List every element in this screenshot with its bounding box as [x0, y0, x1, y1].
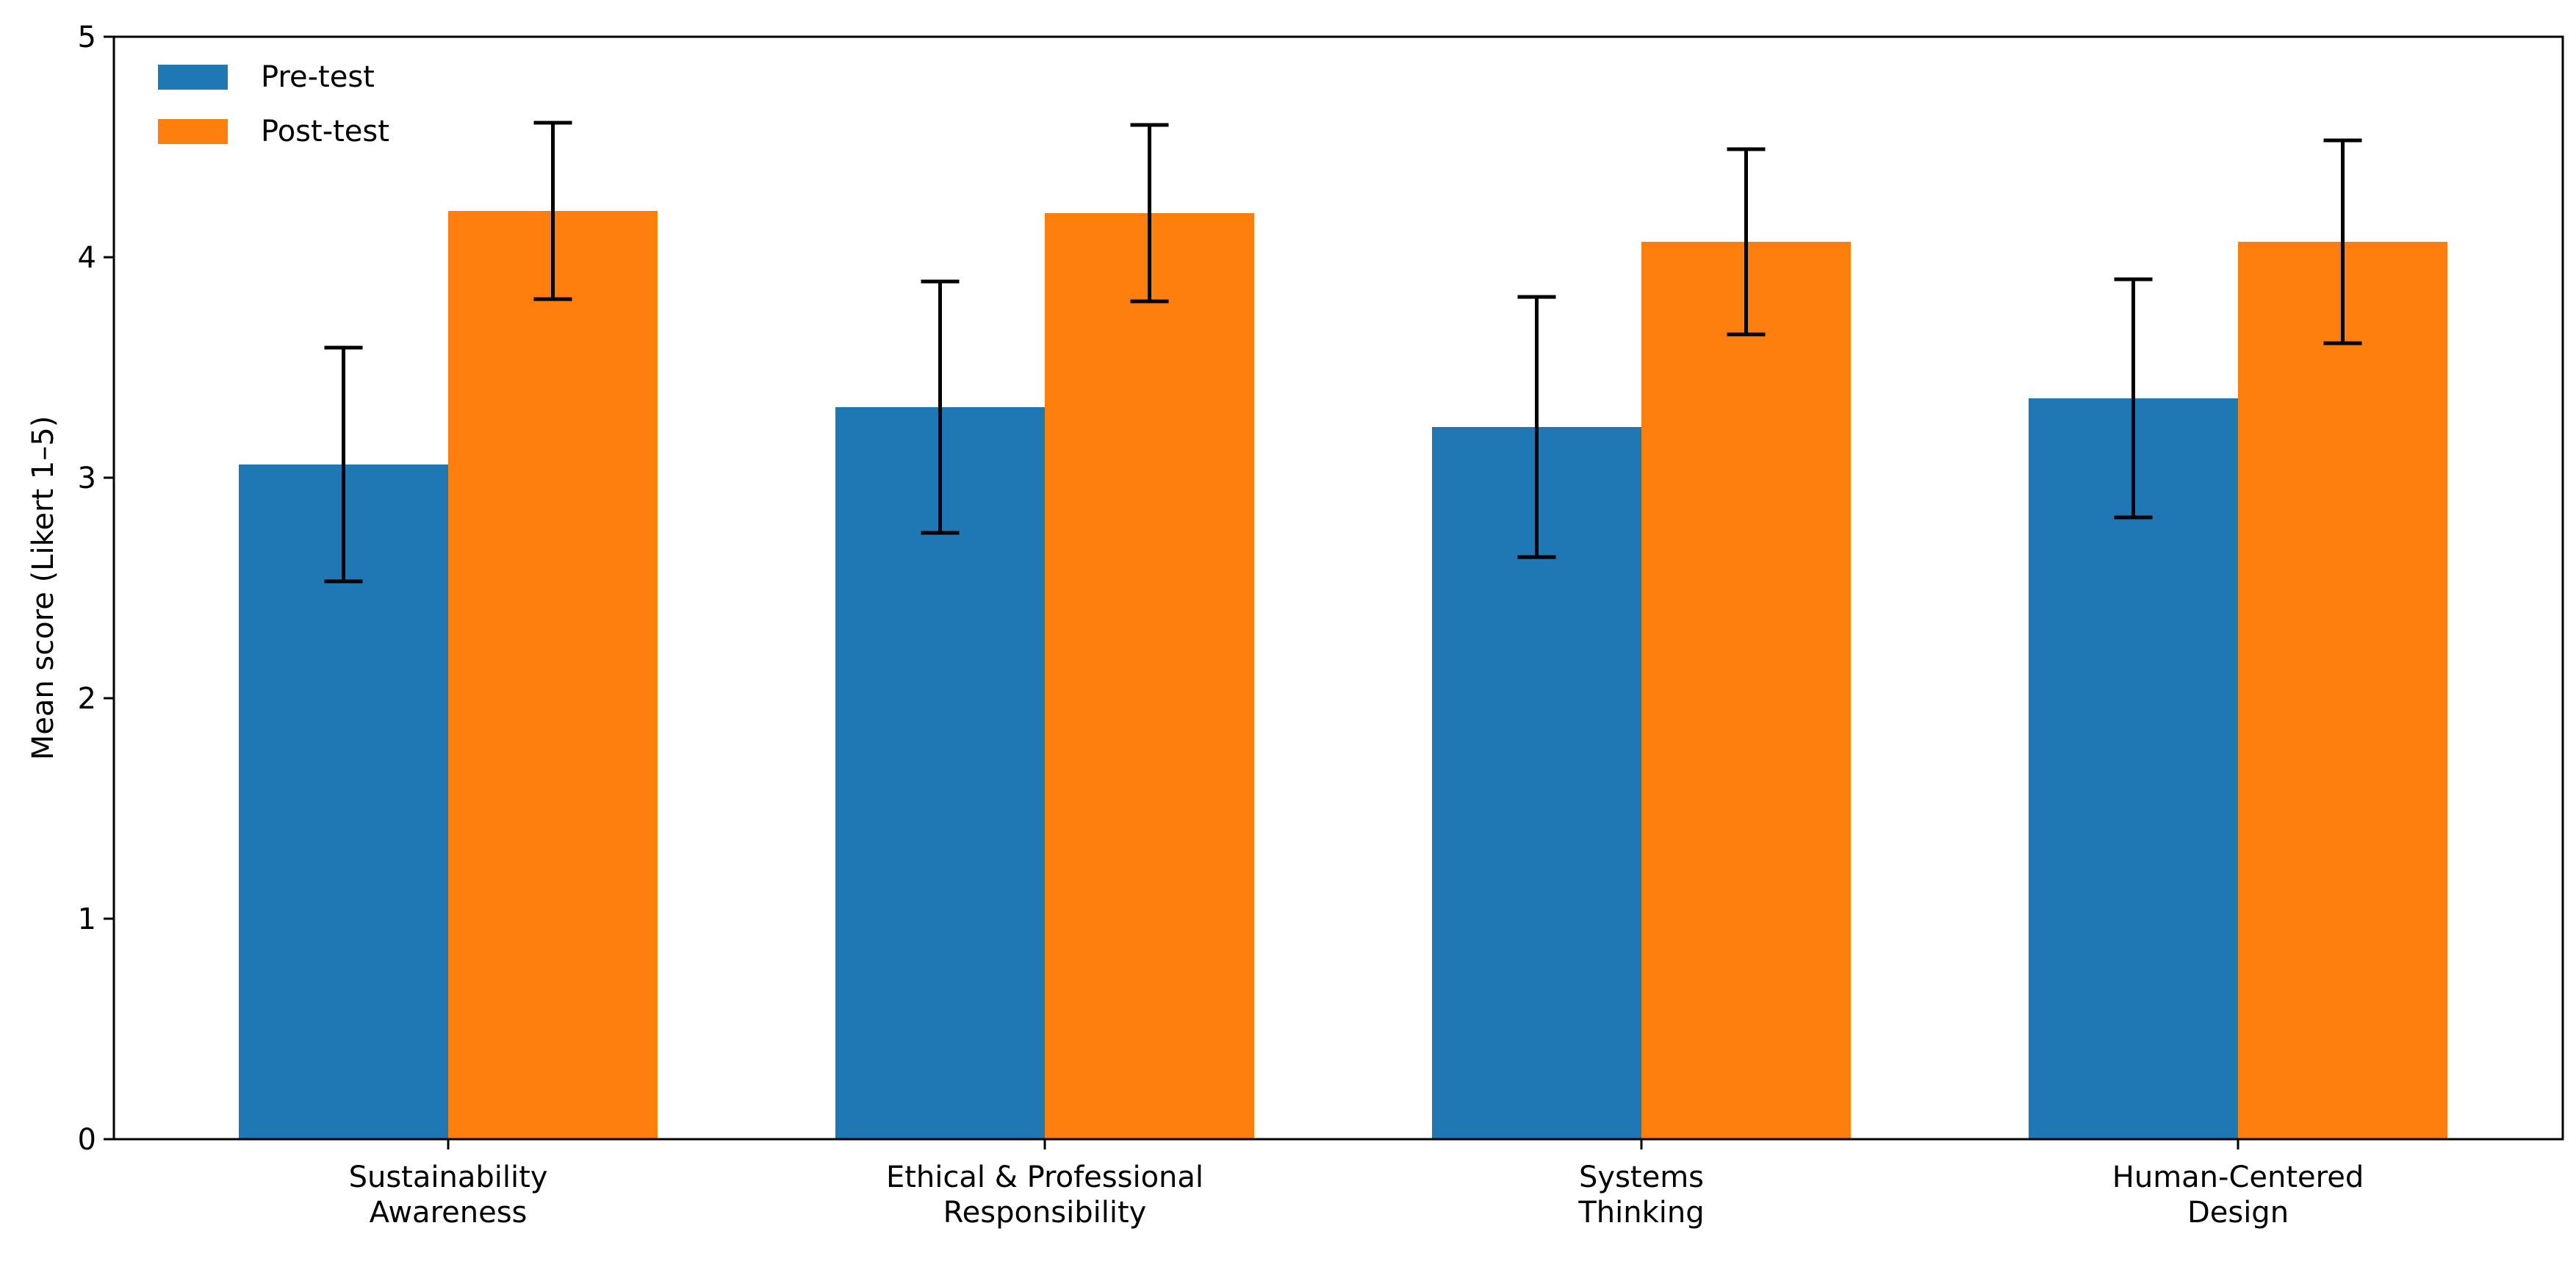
x-category-label-2-line-0: Systems [1579, 1160, 1704, 1194]
bars-layer [239, 211, 2447, 1139]
bar-post-test-1 [1045, 213, 1254, 1139]
bar-post-test-0 [448, 211, 658, 1139]
y-tick-label-1: 1 [78, 903, 96, 936]
y-tick-label-2: 2 [78, 682, 96, 716]
x-category-label-1-line-0: Ethical & Professional [886, 1160, 1204, 1194]
y-axis: 0 1 2 3 4 5 [78, 21, 114, 1157]
x-category-label-1-line-1: Responsibility [943, 1196, 1147, 1230]
x-category-label-0-line-0: Sustainability [349, 1160, 548, 1194]
plot-frame [112, 35, 2564, 1141]
x-category-label-2-line-1: Thinking [1577, 1196, 1704, 1230]
errorbars-layer [324, 121, 2362, 584]
legend-label-1: Post-test [261, 115, 389, 148]
y-tick-label-5: 5 [78, 21, 96, 54]
bar-pre-test-3 [2029, 398, 2238, 1139]
y-tick-label-4: 4 [78, 241, 96, 275]
legend-label-0: Pre-test [261, 60, 375, 94]
x-category-label-3-line-0: Human-Centered [2112, 1160, 2364, 1194]
legend-swatch-1 [158, 119, 228, 144]
legend: Pre-test Post-test [158, 60, 389, 148]
bar-post-test-3 [2238, 242, 2447, 1139]
y-axis-title: Mean score (Likert 1–5) [26, 416, 60, 761]
y-tick-label-0: 0 [78, 1123, 96, 1157]
legend-swatch-0 [158, 65, 228, 90]
x-category-label-0-line-1: Awareness [370, 1196, 528, 1230]
bar-post-test-2 [1641, 242, 1851, 1139]
y-tick-label-3: 3 [78, 462, 96, 495]
x-category-label-3-line-1: Design [2187, 1196, 2289, 1230]
